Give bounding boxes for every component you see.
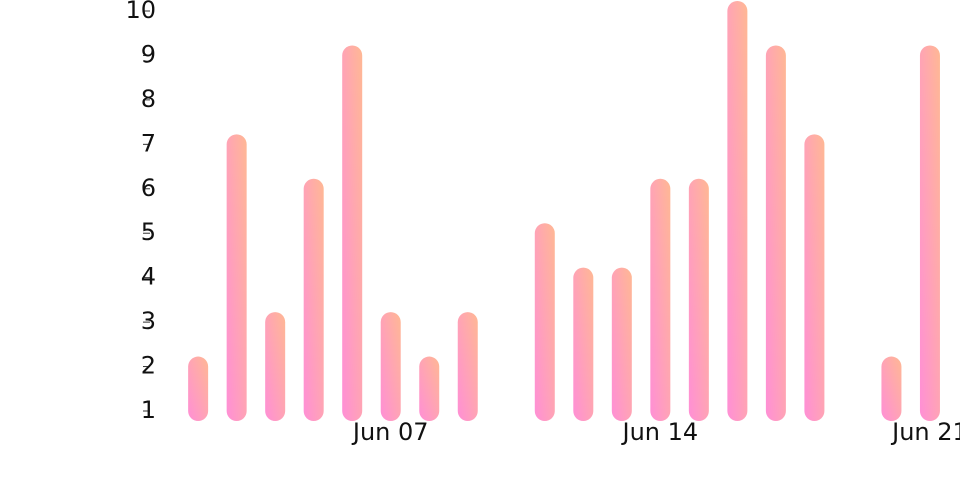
bar bbox=[881, 356, 902, 421]
bar bbox=[727, 1, 748, 421]
y-tick-label: 1 bbox=[141, 396, 156, 424]
bar bbox=[457, 312, 478, 421]
bar bbox=[919, 45, 940, 421]
bar bbox=[804, 134, 825, 422]
bar bbox=[303, 178, 324, 421]
y-tick-label: 7 bbox=[141, 129, 156, 157]
bar bbox=[650, 178, 671, 421]
y-tick-label: 6 bbox=[141, 174, 156, 202]
bar bbox=[342, 45, 363, 421]
bar bbox=[226, 134, 247, 422]
bar bbox=[765, 45, 786, 421]
y-tick-label: 9 bbox=[141, 40, 156, 68]
y-tick-label: 4 bbox=[141, 263, 156, 291]
bar bbox=[188, 356, 209, 421]
bar bbox=[419, 356, 440, 421]
y-tick-label: 5 bbox=[141, 218, 156, 246]
x-tick-label: Jun 14 bbox=[621, 418, 699, 446]
x-tick-label: Jun 21 bbox=[890, 418, 960, 446]
bar bbox=[573, 267, 594, 421]
bar bbox=[688, 178, 709, 421]
y-tick-label: 10 bbox=[125, 0, 156, 24]
y-tick-label: 2 bbox=[141, 352, 156, 380]
bar bbox=[380, 312, 401, 421]
x-tick-label: Jun 07 bbox=[351, 418, 429, 446]
bar bbox=[611, 267, 632, 421]
bar bbox=[265, 312, 286, 421]
y-tick-label: 3 bbox=[141, 307, 156, 335]
bar bbox=[534, 223, 555, 421]
y-tick-label: 8 bbox=[141, 85, 156, 113]
